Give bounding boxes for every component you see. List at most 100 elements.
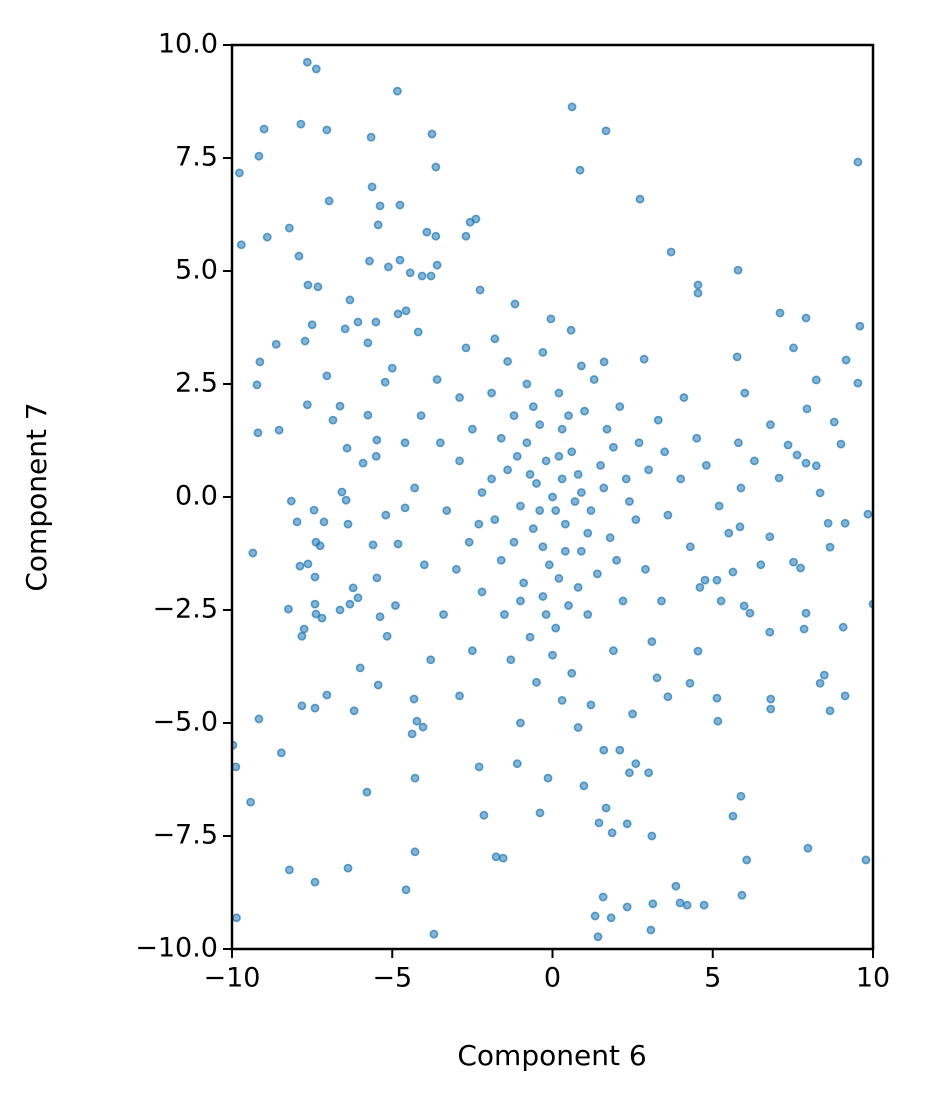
y-tick-label: 7.5 (175, 142, 218, 173)
point (823, 518, 833, 528)
point (733, 438, 743, 448)
point (311, 609, 321, 619)
point (387, 363, 397, 373)
point (516, 596, 525, 606)
point (580, 406, 589, 416)
point (303, 280, 313, 290)
point (714, 501, 724, 511)
point (343, 863, 353, 873)
point (384, 262, 393, 272)
point (573, 469, 583, 479)
point (799, 624, 809, 634)
point (309, 505, 319, 515)
point (728, 811, 738, 821)
point (274, 425, 284, 435)
point (509, 411, 519, 421)
point (375, 201, 385, 211)
point (410, 483, 420, 493)
point (503, 356, 513, 366)
point (631, 515, 641, 524)
point (685, 678, 695, 688)
point (439, 610, 448, 619)
point (324, 196, 334, 206)
point (353, 593, 363, 603)
point (317, 613, 327, 623)
point (353, 317, 363, 327)
point (554, 388, 564, 398)
point (455, 393, 464, 402)
point (490, 334, 500, 344)
point (467, 424, 477, 434)
point (601, 126, 611, 136)
point (284, 865, 294, 875)
point (612, 555, 621, 565)
point (503, 465, 513, 475)
point (410, 773, 420, 783)
point (259, 124, 269, 134)
point (622, 902, 632, 912)
point (474, 762, 484, 772)
point (599, 745, 609, 755)
point (548, 492, 557, 502)
point (815, 678, 825, 688)
point (455, 691, 464, 701)
point (541, 456, 551, 466)
point (276, 748, 286, 758)
point (322, 125, 332, 135)
point (490, 515, 500, 524)
point (660, 447, 670, 457)
point (625, 497, 634, 506)
point (358, 458, 368, 468)
point (634, 438, 644, 448)
point (594, 818, 604, 828)
point (373, 220, 383, 230)
point (365, 256, 374, 266)
point (567, 102, 577, 112)
point (765, 627, 775, 637)
point (829, 417, 839, 427)
point (774, 473, 784, 483)
point (252, 380, 262, 390)
point (716, 596, 726, 606)
point (407, 729, 417, 739)
point (750, 456, 759, 466)
point (736, 483, 746, 493)
point (801, 458, 811, 468)
point (311, 64, 321, 74)
point (451, 564, 461, 574)
point (641, 564, 650, 574)
point (538, 542, 548, 552)
point (713, 716, 723, 726)
point (382, 631, 392, 641)
point (409, 694, 419, 704)
point (442, 506, 452, 515)
point (819, 670, 829, 680)
point (254, 151, 264, 161)
point (573, 723, 583, 732)
point (322, 690, 332, 700)
point (371, 451, 381, 461)
point (371, 317, 381, 327)
point (737, 890, 747, 900)
point (647, 831, 657, 841)
point (815, 488, 825, 498)
y-tick-label: 5.0 (175, 255, 218, 286)
point (525, 632, 535, 642)
point (348, 583, 358, 593)
point (300, 336, 310, 346)
point (535, 808, 545, 818)
point (413, 327, 423, 337)
point (512, 759, 522, 769)
point (254, 714, 264, 724)
point (464, 537, 474, 547)
point (310, 703, 320, 713)
point (567, 668, 577, 678)
point (766, 420, 775, 430)
point (525, 469, 535, 479)
point (510, 299, 520, 309)
point (393, 309, 403, 319)
point (232, 913, 241, 923)
point (491, 852, 501, 862)
point (853, 378, 863, 388)
